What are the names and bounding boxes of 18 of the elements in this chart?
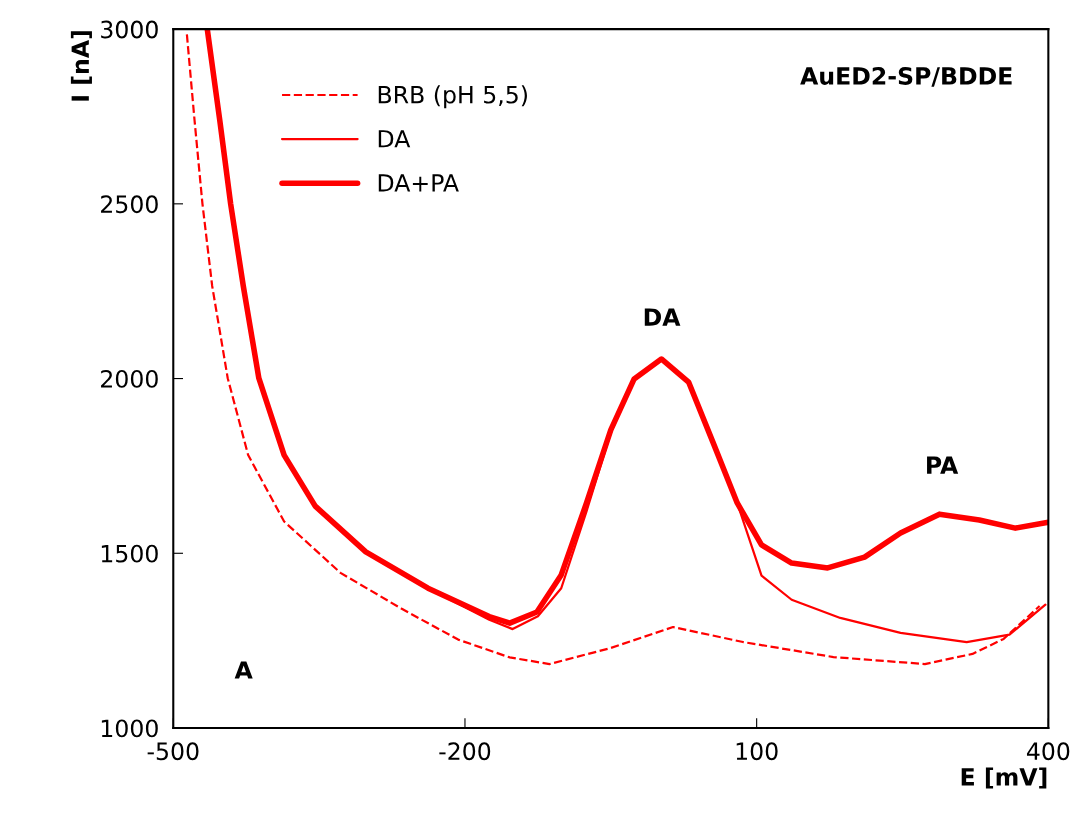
y-tick-label: 1000 (101, 719, 158, 738)
y-tick-label: 1500 (101, 544, 158, 563)
annotation: DA (644, 308, 681, 326)
y-tick-label: 3000 (101, 20, 158, 39)
annotation: PA (927, 456, 959, 474)
x-tick-label: -500 (147, 742, 199, 761)
x-tick-label: -200 (439, 742, 491, 761)
legend-label: BRB (pH 5,5) (378, 85, 527, 109)
x-tick-label: 400 (1026, 742, 1070, 761)
y-axis-title: I [nA] (70, 31, 92, 101)
x-tick-label: 100 (736, 742, 778, 761)
legend-label: DA (378, 130, 411, 148)
y-tick-label: 2000 (101, 370, 158, 388)
x-axis-title: E [mV] (961, 767, 1047, 789)
annotation: A (234, 661, 253, 679)
y-tick-label: 2500 (101, 195, 158, 214)
legend-label: DA+PA (378, 174, 459, 192)
annotation: AuED2-SP/BDDE (800, 67, 1012, 87)
